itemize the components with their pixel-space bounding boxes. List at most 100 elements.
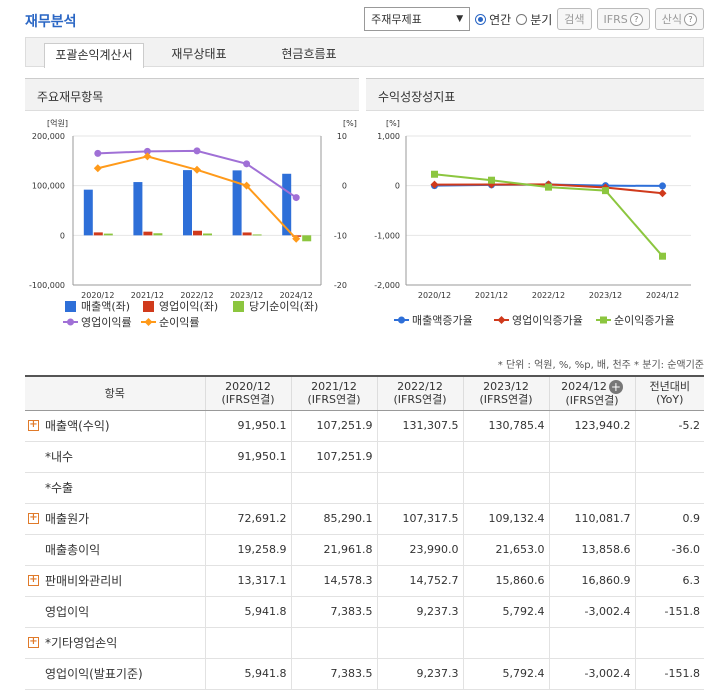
search-button[interactable]: 검색 [557, 8, 592, 30]
column-header: 2023/12 (IFRS연결) [462, 375, 549, 411]
y2-tick-label: -10 [334, 231, 347, 240]
legend-label: 매출액(좌) [81, 300, 130, 313]
x-tick-label: 2021/12 [131, 291, 164, 300]
column-header-text: (IFRS연결) [393, 393, 447, 407]
y-tick-label: 100,000 [32, 182, 65, 191]
table-row: 영업이익(발표기준) 5,941.8 7,383.5 9,237.3 5,792.4 -3… [25, 658, 704, 690]
column-header-text: (IFRS연결) [221, 393, 275, 407]
value-cell [376, 472, 463, 504]
value-cell [290, 472, 377, 504]
value-cell: 19,258.9 [204, 534, 291, 566]
value-cell: 85,290.1 [290, 503, 377, 535]
x-tick-label: 2022/12 [532, 291, 565, 300]
row-label-text: *수출 [45, 481, 74, 495]
bar-2 [302, 235, 312, 242]
value-cell: 107,317.5 [376, 503, 463, 535]
table-row: + 매출원가 72,691.2 85,290.1 107,317.5 109,132.4 1… [25, 503, 704, 535]
value-cell: 9,237.3 [376, 596, 463, 628]
value-cell: 5,941.8 [204, 658, 291, 690]
value-cell: -3,002.4 [548, 596, 635, 628]
table-row: *수출 [25, 472, 704, 504]
x-tick-label: 2020/12 [81, 291, 114, 300]
bar-1 [242, 232, 252, 236]
value-cell [548, 627, 635, 659]
legend-swatch [233, 301, 244, 312]
line-point [193, 147, 201, 155]
yoy-cell [634, 472, 704, 504]
legend-swatch [65, 301, 76, 312]
row-label: 영업이익(발표기준) [25, 658, 205, 690]
radio-quarter[interactable]: 분기 [516, 11, 552, 28]
tab-balance-sheet[interactable]: 재무상태표 [171, 47, 227, 61]
line-point [93, 164, 102, 173]
bar-0 [133, 182, 143, 236]
line-point [243, 160, 251, 168]
table-row: 영업이익 5,941.8 7,383.5 9,237.3 5,792.4 -3,002.4… [25, 596, 704, 628]
value-cell: 130,785.4 [462, 410, 549, 442]
radio-annual-label: 연간 [489, 12, 512, 27]
expand-icon[interactable]: + [28, 418, 39, 431]
y2-tick-label: -20 [334, 281, 347, 290]
y-tick-label: -2,000 [374, 281, 400, 290]
yoy-cell: -151.8 [634, 658, 704, 690]
column-header: 2022/12 (IFRS연결) [376, 375, 463, 411]
value-cell: 14,752.7 [376, 565, 463, 597]
y-tick-label: 0 [60, 231, 65, 240]
value-cell: 91,950.1 [204, 410, 291, 442]
yoy-cell: 6.3 [634, 565, 704, 597]
bar-2 [153, 233, 163, 236]
row-label[interactable]: + 매출액(수익) [25, 410, 205, 442]
tab-income-statement[interactable]: 포괄손익계산서 [44, 43, 144, 68]
legend-marker [398, 316, 405, 324]
legend-marker [600, 316, 607, 324]
radio-dot-icon [475, 13, 487, 25]
value-cell [462, 441, 549, 473]
radio-annual[interactable]: 연간 [475, 11, 511, 28]
x-tick-label: 2021/12 [475, 291, 508, 300]
statement-select[interactable]: 주재무제표 ▼ [364, 7, 471, 31]
row-label[interactable]: + *기타영업손익 [25, 627, 205, 659]
tab-cash-flow[interactable]: 현금흐름표 [281, 47, 337, 61]
ifrs-button-label: IFRS [603, 12, 628, 26]
add-column-icon[interactable]: + [608, 379, 623, 394]
page-title: 재무분석 [25, 14, 77, 30]
yoy-cell: -5.2 [634, 410, 704, 442]
controls: 주재무제표 ▼ 연간 분기 검색 IFRS ? 산식 ? [364, 7, 704, 31]
formula-button[interactable]: 산식 ? [654, 8, 704, 30]
row-label[interactable]: + 매출원가 [25, 503, 205, 535]
yoy-cell: -151.8 [634, 596, 704, 628]
value-cell: 16,860.9 [548, 565, 635, 597]
column-header-text: (IFRS연결) [479, 393, 533, 407]
value-cell [548, 441, 635, 473]
chevron-down-icon: ▼ [456, 14, 464, 24]
line-series-0 [97, 149, 297, 199]
yoy-cell [634, 627, 704, 659]
x-tick-label: 2023/12 [230, 291, 263, 300]
row-label-text: 매출액(수익) [45, 419, 110, 433]
axis-unit-right: [%] [343, 119, 357, 128]
line-point [602, 187, 609, 195]
unit-note: * 단위 : 억원, %, %p, 배, 천주 * 분기: 순액기준 [497, 360, 704, 371]
expand-icon[interactable]: + [28, 635, 39, 648]
ifrs-button[interactable]: IFRS ? [596, 8, 650, 30]
expand-icon[interactable]: + [28, 573, 39, 586]
formula-button-label: 산식 [661, 13, 682, 26]
radio-quarter-label: 분기 [530, 12, 553, 27]
value-cell [290, 627, 377, 659]
line-point [659, 182, 666, 190]
column-header-text: 2022/12 [397, 380, 443, 394]
row-label-text: *기타영업손익 [45, 636, 118, 650]
expand-icon[interactable]: + [28, 511, 39, 524]
row-label[interactable]: + 판매비와관리비 [25, 565, 205, 597]
value-cell: 21,961.8 [290, 534, 377, 566]
chart-panel-main: 주요재무항목 [억원] [%] 200,000 100,000 0 -100,000 10 0… [25, 78, 359, 342]
bar-1 [143, 231, 153, 236]
column-header-text: 2021/12 [311, 380, 357, 394]
value-cell: 14,578.3 [290, 565, 377, 597]
legend-label: 순이익률 [159, 316, 199, 329]
bar-2 [103, 233, 113, 236]
chart-panel-title: 수익성장성지표 [366, 79, 704, 111]
value-cell: 21,653.0 [462, 534, 549, 566]
table-header-row: 항목 2020/12 (IFRS연결) 2021/12 (IFRS연결) 2022/12(… [25, 375, 704, 411]
bar-0 [282, 173, 292, 236]
